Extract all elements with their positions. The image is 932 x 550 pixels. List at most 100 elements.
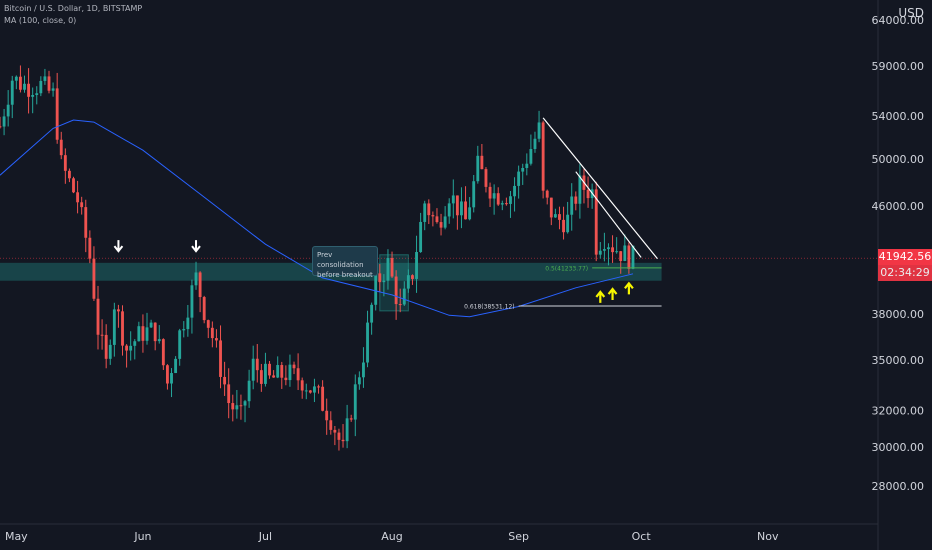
candle-body — [472, 181, 476, 208]
candle-body — [443, 216, 447, 228]
candle-body — [47, 76, 51, 91]
candle-body — [145, 327, 149, 341]
candle-body — [223, 376, 227, 385]
candle-body — [570, 196, 574, 215]
down-arrow-icon — [113, 240, 124, 253]
candle-body — [411, 275, 414, 279]
candle-body — [423, 203, 427, 222]
candle-body — [55, 88, 59, 140]
candle-body — [137, 326, 141, 342]
candle-body — [210, 327, 214, 339]
candle-body — [541, 122, 545, 191]
last-price-tag: 41942.56 — [878, 249, 932, 265]
candle-body — [166, 365, 169, 384]
candle-body — [239, 405, 243, 407]
candle-body — [553, 214, 557, 218]
down-arrow-icon — [191, 240, 201, 253]
candle-body — [161, 339, 165, 366]
candle-body — [439, 222, 443, 228]
candle-body — [215, 338, 218, 341]
candle-body — [125, 345, 129, 351]
candle-body — [227, 384, 231, 404]
time-tick-label: Jun — [133, 530, 151, 543]
candle-body — [525, 163, 529, 168]
candle-body — [276, 365, 280, 378]
time-tick-label: Sep — [508, 530, 529, 543]
candle-body — [562, 219, 565, 233]
candle-body — [366, 322, 369, 363]
symbol-title: Bitcoin / U.S. Dollar, 1D, BITSTAMP — [4, 4, 143, 13]
candle-body — [607, 247, 610, 250]
candle-body — [496, 193, 500, 205]
candle-body — [394, 276, 398, 305]
candle-body — [549, 197, 553, 218]
candle-body — [386, 258, 390, 281]
candle-body — [321, 386, 325, 411]
candle-body — [353, 384, 357, 420]
candle-body — [133, 341, 137, 346]
candle-body — [333, 429, 337, 433]
candle-body — [88, 237, 92, 259]
candle-body — [39, 80, 43, 94]
candle-body — [521, 167, 525, 172]
candle-body — [313, 386, 316, 393]
candle-body — [129, 345, 133, 351]
candle-body — [427, 203, 431, 216]
candle-body — [345, 418, 349, 442]
candle-body — [451, 195, 455, 204]
candle-body — [194, 272, 198, 286]
currency-label[interactable]: USD — [898, 6, 924, 20]
candle-body — [504, 203, 508, 205]
candle-body — [464, 201, 467, 220]
candle-body — [31, 94, 35, 97]
candle-body — [406, 275, 410, 289]
candle-body — [0, 126, 2, 128]
candle-body — [431, 215, 435, 217]
candle-body — [35, 93, 39, 95]
candle-body — [317, 386, 320, 388]
candle-body — [455, 195, 459, 216]
price-tick-label: 28000.00 — [872, 480, 925, 493]
price-tick-label: 46000.00 — [872, 200, 925, 213]
candle-body — [300, 380, 304, 391]
candle-body — [23, 83, 26, 90]
trendline — [575, 171, 642, 258]
up-arrow-icon — [595, 290, 606, 303]
candle-body — [296, 368, 300, 381]
candle-body — [14, 76, 18, 81]
annotation-callout[interactable]: Prev consolidation before breakout — [312, 246, 378, 279]
candle-body — [108, 344, 112, 359]
price-tick-label: 54000.00 — [872, 110, 925, 123]
candle-body — [231, 403, 235, 410]
candle-body — [509, 196, 512, 204]
candle-body — [378, 273, 382, 283]
candle-body — [566, 214, 570, 233]
candle-body — [415, 252, 418, 279]
candle-body — [255, 358, 259, 371]
candle-body — [545, 190, 549, 198]
candle-body — [80, 202, 84, 208]
candle-body — [149, 322, 153, 328]
candle-body — [623, 245, 627, 262]
candle-body — [186, 317, 190, 330]
candle-body — [112, 309, 116, 345]
candle-body — [337, 432, 341, 440]
candle-body — [598, 250, 602, 255]
candle-body — [243, 401, 247, 406]
candle-body — [18, 76, 22, 90]
candle-body — [308, 390, 312, 393]
candle-body — [251, 358, 255, 381]
bar-countdown-tag: 02:34:29 — [878, 265, 932, 281]
candle-body — [219, 340, 222, 377]
candle-body — [141, 326, 145, 341]
candle-body — [382, 280, 386, 283]
fib-05-label: 0.5(41233.77) — [545, 265, 588, 272]
price-tick-label: 64000.00 — [872, 14, 925, 27]
fib-0618-label: 0.618(38531.12) — [464, 304, 515, 311]
candle-body — [259, 370, 263, 384]
candle-body — [157, 339, 161, 342]
candle-body — [492, 193, 496, 199]
candle-body — [374, 273, 378, 305]
